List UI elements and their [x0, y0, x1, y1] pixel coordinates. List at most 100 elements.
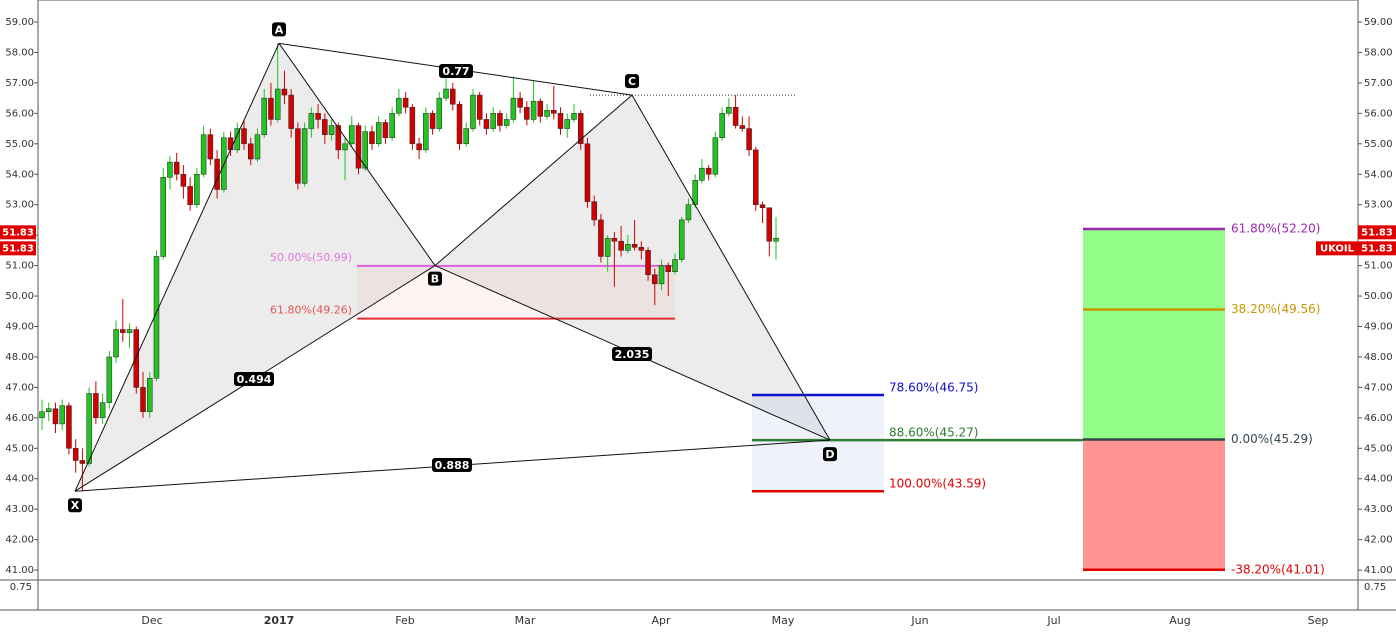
ratio-label-bg [612, 347, 652, 361]
candle-body [712, 137, 719, 175]
y-tick-label: 50.00 [1364, 291, 1393, 302]
candle-body [248, 143, 254, 160]
candle-body [254, 134, 261, 160]
candle-body [79, 460, 86, 464]
pattern-point-text: C [628, 75, 636, 88]
y-tick-label: 43.00 [1364, 504, 1393, 515]
candle-body [672, 259, 678, 272]
candle-body [517, 97, 523, 108]
candle-body [402, 97, 409, 108]
y-tick-label: 47.00 [5, 382, 34, 393]
candle-body [571, 113, 577, 120]
candle-body [200, 134, 207, 175]
candle-body [180, 174, 187, 187]
candle-body [530, 100, 537, 120]
x-tick-label: Jun [910, 614, 928, 627]
ratio-label-text: 0.77 [442, 65, 469, 78]
candle-body [658, 265, 665, 285]
candle-body [719, 113, 725, 138]
candle-body [301, 128, 308, 184]
position-label: 61.80%(52.20) [1231, 222, 1320, 236]
candle-body [93, 393, 99, 419]
ratio-label-bg [439, 64, 473, 78]
pattern-point: B [428, 271, 442, 286]
ratio-label: 2.035 [612, 347, 652, 361]
y-tick-label: 45.00 [5, 443, 34, 454]
x-tick-label: Feb [395, 614, 414, 627]
candle-body [443, 88, 449, 99]
pattern-point-bg [272, 22, 286, 37]
candle-body [375, 122, 382, 145]
candle-body [429, 113, 436, 129]
candle-body [766, 207, 773, 242]
retracement-label: 61.80%(49.26) [270, 304, 352, 317]
prz-label: 78.60%(46.75) [889, 381, 978, 395]
candle-body [322, 119, 328, 135]
candle-body [173, 161, 180, 175]
ratio-label-bg [432, 458, 472, 472]
pattern-bcd [435, 95, 830, 441]
candle-body [106, 356, 113, 403]
x-tick-label: Dec [141, 614, 162, 627]
candle-body [187, 186, 193, 205]
candle-body [207, 134, 214, 160]
pattern-leg [631, 94, 831, 441]
x-tick-label: Apr [651, 614, 671, 627]
price-tag: 51.83 [1361, 243, 1393, 254]
candle-body [638, 247, 645, 251]
lower-panel-label: 0.75 [1364, 582, 1386, 593]
x-tick-label: 2017 [264, 614, 295, 627]
candle-body [557, 113, 564, 129]
candle-body [133, 329, 140, 388]
y-tick-label: 53.00 [5, 200, 34, 211]
candle-body [423, 113, 429, 151]
y-tick-label: 46.00 [1364, 413, 1393, 424]
candle-body [45, 408, 52, 413]
profit-zone [1083, 229, 1225, 440]
candle-body [604, 237, 611, 257]
candle-body [584, 143, 591, 202]
y-tick-label: 51.00 [1364, 261, 1393, 272]
price-tag: 51.83 [2, 227, 34, 238]
candle-body [335, 125, 342, 151]
y-tick-label: 45.00 [1364, 443, 1393, 454]
pattern-leg [74, 43, 280, 492]
candle-body [537, 100, 544, 117]
candle-body [665, 265, 672, 272]
candle-body [349, 125, 355, 145]
candle-body [113, 329, 119, 358]
candle-body [705, 167, 712, 175]
price-tag-bg [1358, 225, 1396, 240]
ratio-label-text: 2.035 [615, 348, 650, 361]
candle-body [564, 119, 570, 129]
candle-body [692, 180, 698, 205]
pattern-leg [434, 94, 633, 266]
y-tick-label: 48.00 [1364, 352, 1393, 363]
y-tick-label: 54.00 [1364, 169, 1393, 180]
candle-body [59, 405, 65, 425]
y-tick-label: 44.00 [1364, 474, 1393, 485]
candle-body [227, 137, 234, 151]
ratio-label-bg [234, 372, 274, 386]
candle-body [268, 97, 274, 120]
ratio-label-text: 0.888 [435, 459, 470, 472]
y-tick-label: 44.00 [5, 474, 34, 485]
y-tick-label: 49.00 [1364, 321, 1393, 332]
pattern-leg [278, 43, 436, 266]
candle-body [645, 250, 651, 275]
candle-body [678, 219, 685, 260]
candle-body [160, 177, 166, 257]
candle-body [39, 411, 45, 419]
candle-body [456, 103, 463, 145]
candle-body [631, 244, 638, 248]
candle-body [591, 201, 597, 221]
y-tick-label: 41.00 [1364, 565, 1393, 576]
candle-body [281, 88, 288, 96]
candle-body [241, 128, 247, 145]
candle-body [146, 378, 153, 412]
candle-body [726, 107, 732, 114]
candle-body [315, 113, 321, 120]
candle-body [753, 149, 759, 205]
